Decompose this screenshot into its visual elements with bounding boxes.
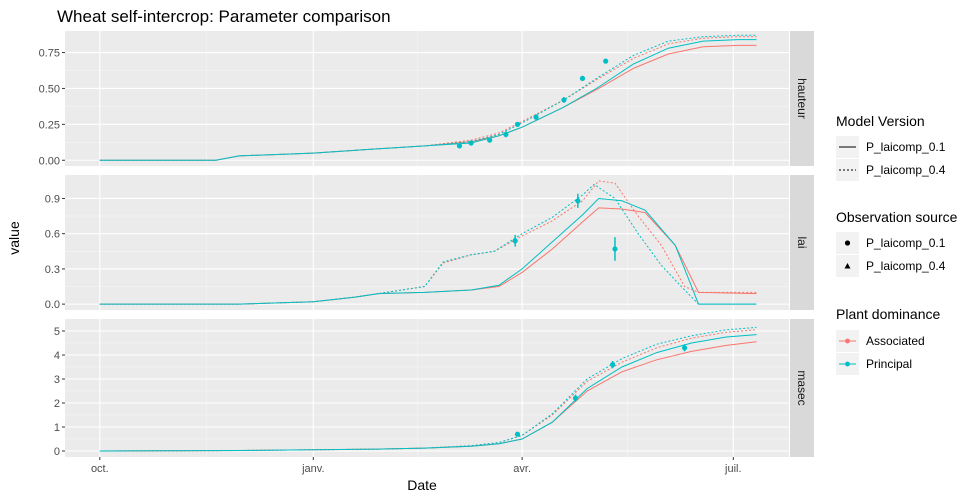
observation-point (575, 198, 581, 204)
legend-key-circle (844, 240, 851, 246)
y-tick-label: 2 (54, 398, 60, 410)
legend-key-point (845, 338, 850, 344)
facet-panel-lai: 0.0 0.3 0.6 0.9 lai (45, 175, 814, 311)
facet-strip-label: masec (795, 370, 809, 405)
legend-label: P_laicomp_0.1 (866, 140, 946, 154)
observation-point (487, 137, 493, 143)
x-axis-title: Date (407, 477, 437, 493)
y-tick-label: 4 (54, 350, 60, 362)
facet-panels: 0.00 0.25 0.50 0.75 hauteur 0.0 0.3 0.6 0.9 lai 0 1… (39, 31, 814, 458)
observation-point (456, 143, 463, 149)
y-tick-label: 0.0 (45, 299, 60, 311)
legend-label: P_laicomp_0.4 (866, 259, 946, 273)
panel-background (65, 319, 789, 457)
x-tick-label: oct. (91, 463, 109, 475)
legend-label: P_laicomp_0.4 (866, 163, 946, 177)
series-line (99, 329, 757, 452)
observation-point (514, 121, 521, 127)
y-axis-title: value (6, 221, 22, 255)
observation-point (610, 362, 616, 368)
facet-strip-label: lai (795, 236, 809, 248)
facet-strip (790, 31, 814, 166)
facet-strip-label: hauteur (795, 78, 809, 119)
y-tick-label: 0.00 (39, 155, 60, 167)
legend-label: Principal (866, 357, 912, 371)
observation-point (572, 395, 579, 401)
legend: Model Version P_laicomp_0.1 P_laicomp_0.4 O… (836, 113, 958, 375)
facet-panel-hauteur: 0.00 0.25 0.50 0.75 hauteur (39, 31, 814, 167)
y-tick-label: 0 (54, 446, 60, 458)
x-tick-label: janv. (301, 463, 324, 475)
facet-strip (790, 319, 814, 457)
x-axis: oct. janv. avr. juil. (91, 457, 742, 475)
legend-key-triangle (844, 263, 851, 269)
observation-point (514, 431, 521, 437)
observation-point (561, 97, 567, 103)
panel-background (65, 175, 789, 310)
y-tick-label: 0.9 (45, 193, 60, 205)
x-tick-label: avr. (513, 463, 531, 475)
observation-point (603, 58, 609, 64)
observation-point (512, 238, 518, 244)
series-line (99, 180, 757, 305)
observation-point (533, 114, 539, 120)
legend-title-observation-source: Observation source (836, 209, 958, 225)
x-tick-label: juil. (724, 463, 742, 475)
facet-panel-masec: 0 1 2 3 4 5 masec (54, 319, 814, 458)
legend-title-plant-dominance: Plant dominance (836, 306, 941, 322)
y-tick-label: 0.50 (39, 83, 60, 95)
observation-point (579, 75, 586, 81)
y-tick-label: 0.6 (45, 229, 60, 241)
y-tick-label: 0.3 (45, 264, 60, 276)
observation-point (612, 246, 618, 252)
y-tick-label: 0.75 (39, 48, 60, 60)
chart-title: Wheat self-intercrop: Parameter comparis… (57, 7, 391, 26)
series-line (99, 334, 757, 452)
y-tick-label: 1 (54, 422, 60, 434)
legend-label: P_laicomp_0.1 (866, 236, 946, 250)
y-tick-label: 0.25 (39, 119, 60, 131)
y-tick-label: 5 (54, 326, 60, 338)
legend-label: Associated (866, 334, 925, 348)
y-tick-label: 3 (54, 374, 60, 386)
facet-strip (790, 175, 814, 310)
observation-point (681, 345, 688, 351)
observation-point (503, 131, 509, 138)
legend-key-point (845, 361, 850, 367)
series-line (99, 183, 757, 305)
observation-point (468, 140, 474, 146)
legend-title-model-version: Model Version (836, 113, 925, 129)
series-line (99, 34, 757, 161)
